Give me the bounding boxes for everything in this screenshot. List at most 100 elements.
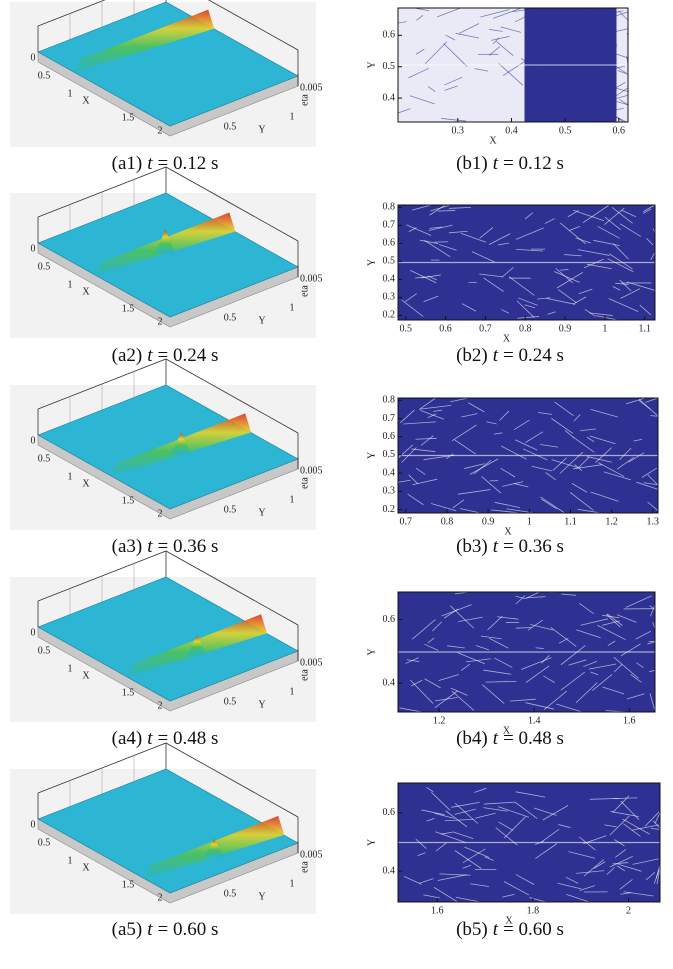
z-tick-label: 0.005 xyxy=(300,849,323,860)
surface-plot: 00.511.52X0.51Y0.005eta xyxy=(10,359,323,530)
x-tick-label: 1.8 xyxy=(527,905,540,916)
x-tick-label: 0.6 xyxy=(439,323,452,334)
caption-text: = 0.24 s xyxy=(503,345,564,366)
y-tick-label: 0.4 xyxy=(383,274,396,285)
y-tick-label: 0.4 xyxy=(383,467,396,478)
caption-label: (b1) xyxy=(456,153,488,174)
y-tick-label: 1 xyxy=(290,686,295,697)
y-axis-label: Y xyxy=(258,699,265,710)
x-tick-label: 0.7 xyxy=(400,516,413,527)
vector-plot: 0.70.80.911.11.21.3X0.80.70.60.50.40.30.… xyxy=(366,395,659,538)
x-tick-label: 1 xyxy=(68,88,73,99)
y-tick-label: 0.6 xyxy=(383,807,396,818)
x-tick-label: 0.5 xyxy=(38,645,51,656)
caption-label: (a2) xyxy=(112,345,143,366)
x-tick-label: 1.5 xyxy=(122,303,135,314)
x-tick-label: 1 xyxy=(527,516,532,527)
y-tick-label: 0.5 xyxy=(224,504,237,515)
y-tick-label: 0.6 xyxy=(383,30,396,41)
caption-label: (b2) xyxy=(456,345,488,366)
x-tick-label: 1.2 xyxy=(605,516,618,527)
x-tick-label: 1 xyxy=(68,663,73,674)
x-tick-label: 2 xyxy=(158,316,163,327)
caption-text: = 0.24 s xyxy=(158,345,219,366)
x-tick-label: 1.6 xyxy=(623,715,636,726)
caption-label: (b3) xyxy=(456,536,488,557)
x-tick-label: 0.5 xyxy=(38,70,51,81)
caption: (b5)t= 0.60 s xyxy=(456,919,564,940)
vector-plot: 0.50.60.70.80.911.1X0.80.70.60.50.40.30.… xyxy=(366,202,655,345)
vector-plot: 1.61.82X0.60.4Y xyxy=(366,783,660,926)
y-tick-label: 0.5 xyxy=(224,312,237,323)
caption-symbol: t xyxy=(493,728,499,749)
x-tick-label: 0.7 xyxy=(479,323,492,334)
caption-label: (a4) xyxy=(112,728,143,749)
caption-symbol: t xyxy=(147,345,153,366)
x-tick-label: 0 xyxy=(31,243,36,254)
z-axis-label: eta xyxy=(299,285,310,297)
x-tick-label: 0.9 xyxy=(482,516,495,527)
z-axis-label: eta xyxy=(299,861,310,873)
y-tick-label: 1 xyxy=(290,494,295,505)
caption: (a4)t= 0.48 s xyxy=(112,728,219,749)
y-axis-label: Y xyxy=(366,61,377,68)
x-axis-label: X xyxy=(503,333,511,344)
x-tick-label: 1.2 xyxy=(433,715,446,726)
y-tick-label: 0.6 xyxy=(383,238,396,249)
y-tick-label: 0.5 xyxy=(383,449,396,460)
y-tick-label: 0.7 xyxy=(383,220,396,231)
caption: (b3)t= 0.36 s xyxy=(456,536,564,557)
caption-text: = 0.12 s xyxy=(158,153,219,174)
caption-symbol: t xyxy=(147,536,153,557)
caption-text: = 0.48 s xyxy=(503,728,564,749)
caption-text: = 0.60 s xyxy=(158,919,219,940)
x-tick-label: 0.8 xyxy=(519,323,532,334)
caption-label: (a1) xyxy=(112,153,143,174)
caption-text: = 0.48 s xyxy=(158,728,219,749)
x-tick-label: 0.8 xyxy=(441,516,454,527)
caption-text: = 0.60 s xyxy=(503,919,564,940)
z-tick-label: 0.005 xyxy=(300,657,323,668)
caption-text: = 0.36 s xyxy=(158,536,219,557)
x-tick-label: 1.3 xyxy=(647,516,660,527)
caption-label: (a5) xyxy=(112,919,143,940)
x-tick-label: 1.6 xyxy=(431,905,444,916)
caption-symbol: t xyxy=(147,153,153,174)
caption: (b4)t= 0.48 s xyxy=(456,728,564,749)
figure: 00.511.52X0.51Y0.005eta(a1)t= 0.12 s0.30… xyxy=(0,0,673,969)
y-tick-label: 0.5 xyxy=(383,256,396,267)
x-axis-label: X xyxy=(82,286,90,297)
x-tick-label: 1.5 xyxy=(122,112,135,123)
x-tick-label: 2 xyxy=(158,508,163,519)
vector-plot: 1.21.41.6X0.60.4Y xyxy=(366,592,655,736)
y-tick-label: 0.8 xyxy=(383,395,396,406)
y-axis-label: Y xyxy=(366,259,377,266)
caption-label: (a3) xyxy=(112,536,143,557)
x-tick-label: 1.1 xyxy=(564,516,577,527)
y-axis-label: Y xyxy=(366,648,377,655)
y-axis-label: Y xyxy=(258,315,265,326)
y-tick-label: 0.5 xyxy=(224,696,237,707)
y-tick-label: 0.6 xyxy=(383,431,396,442)
caption-label: (b4) xyxy=(456,728,488,749)
x-tick-label: 2 xyxy=(158,125,163,136)
y-tick-label: 0.2 xyxy=(383,310,396,321)
y-tick-label: 0.3 xyxy=(383,292,396,303)
caption: (a1)t= 0.12 s xyxy=(112,153,219,174)
x-tick-label: 2 xyxy=(626,905,631,916)
y-axis-label: Y xyxy=(258,124,265,135)
z-tick-label: 0.005 xyxy=(300,465,323,476)
x-axis-label: X xyxy=(82,478,90,489)
y-tick-label: 0.5 xyxy=(224,888,237,899)
x-tick-label: 0.9 xyxy=(559,323,572,334)
y-tick-label: 0.7 xyxy=(383,413,396,424)
x-tick-label: 1.4 xyxy=(528,715,541,726)
x-tick-label: 1 xyxy=(68,855,73,866)
x-tick-label: 2 xyxy=(158,892,163,903)
x-tick-label: 1.5 xyxy=(122,879,135,890)
z-tick-label: 0.005 xyxy=(300,273,323,284)
x-tick-label: 2 xyxy=(158,700,163,711)
caption: (a2)t= 0.24 s xyxy=(112,345,219,366)
